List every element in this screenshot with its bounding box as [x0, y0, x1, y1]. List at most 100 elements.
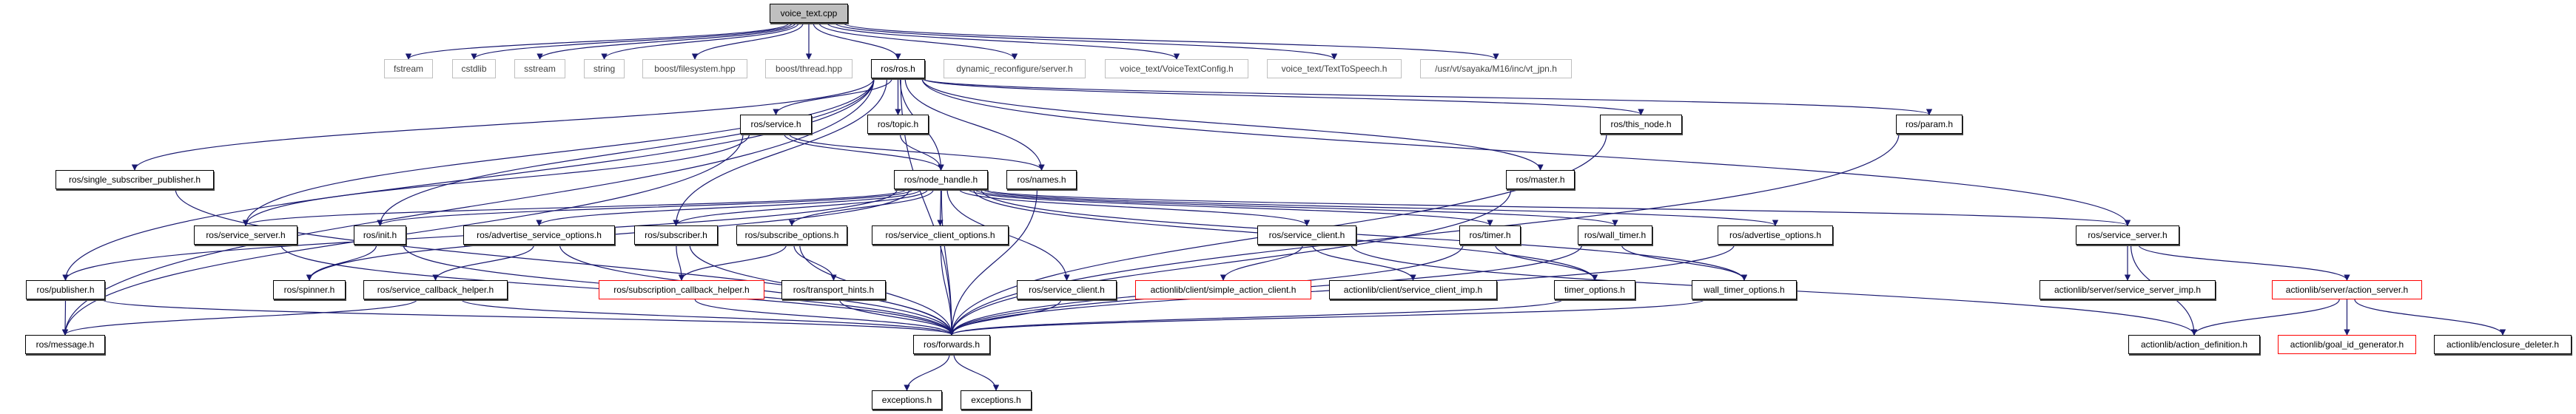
node-ssrva[interactable]: ros/service_server.h	[194, 225, 297, 245]
node-cstdlib[interactable]: cstdlib	[452, 59, 496, 78]
node-subopt[interactable]: ros/subscribe_options.h	[736, 225, 847, 245]
edge-aso-to-sch	[432, 244, 535, 281]
node-names[interactable]: ros/names.h	[1006, 170, 1077, 189]
node-sco[interactable]: ros/service_client_options.h	[872, 225, 1009, 245]
node-label: voice_text/TextToSpeech.h	[1281, 64, 1388, 74]
edge-as-to-adef	[2190, 299, 2340, 336]
edge-sub-to-subch	[676, 244, 685, 281]
node-label: ros/service_server.h	[206, 230, 286, 240]
node-sch[interactable]: ros/service_callback_helper.h	[363, 280, 508, 299]
node-topic[interactable]: ros/topic.h	[867, 115, 929, 134]
node-label: ros/advertise_service_options.h	[477, 230, 602, 240]
node-label: actionlib/goal_id_generator.h	[2290, 339, 2404, 350]
node-encl[interactable]: actionlib/enclosure_deleter.h	[2434, 335, 2572, 354]
edge-master-to-fwd	[948, 189, 1512, 336]
edge-ros-to-sub	[673, 78, 888, 226]
edge-ros-to-names	[904, 78, 1045, 171]
node-label: actionlib/enclosure_deleter.h	[2446, 339, 2560, 350]
node-vtconfig[interactable]: voice_text/VoiceTextConfig.h	[1105, 59, 1248, 78]
node-th[interactable]: ros/transport_hints.h	[781, 280, 886, 299]
node-ssp[interactable]: ros/single_subscriber_publisher.h	[56, 170, 214, 189]
node-exb[interactable]: exceptions.h	[961, 390, 1032, 410]
node-goal[interactable]: actionlib/goal_id_generator.h	[2278, 335, 2416, 354]
node-fwd[interactable]: ros/forwards.h	[913, 335, 990, 354]
edge-root-to-ros	[813, 22, 901, 60]
edge-timer-to-topt	[1494, 244, 1598, 281]
node-label: actionlib/server/action_server.h	[2285, 285, 2409, 295]
node-fstream[interactable]: fstream	[384, 59, 433, 78]
node-ssi[interactable]: actionlib/server/service_server_imp.h	[2039, 280, 2216, 299]
node-label: ros/init.h	[363, 230, 397, 240]
edge-nh-to-wtopt	[981, 189, 1748, 281]
edge-subopt-to-th	[793, 244, 837, 281]
edge-root-to-vtconfig	[827, 22, 1180, 60]
node-label: boost/thread.hpp	[775, 64, 843, 74]
edge-subopt-to-subch	[678, 244, 787, 281]
node-tts[interactable]: voice_text/TextToSpeech.h	[1267, 59, 1402, 78]
edge-param-to-fwd	[948, 133, 1900, 336]
node-label: ros/master.h	[1516, 174, 1565, 185]
edge-topic-to-nh	[899, 133, 944, 171]
node-label: actionlib/client/simple_action_client.h	[1150, 285, 1297, 295]
edge-ros-to-param	[921, 78, 1932, 115]
edge-ros-to-ssrva	[242, 78, 875, 226]
node-advopt[interactable]: ros/advertise_options.h	[1718, 225, 1833, 245]
edge-sclia-to-sac	[1220, 244, 1303, 281]
node-root[interactable]: voice_text.cpp	[770, 4, 848, 23]
edge-nh-to-advopt	[982, 189, 1778, 226]
node-sac[interactable]: actionlib/client/simple_action_client.h	[1135, 280, 1311, 299]
edge-sch-to-fwd	[460, 299, 955, 336]
node-sci[interactable]: actionlib/client/service_client_imp.h	[1329, 280, 1497, 299]
node-label: timer_options.h	[1564, 285, 1626, 295]
node-thisnode[interactable]: ros/this_node.h	[1600, 115, 1682, 134]
node-nh[interactable]: ros/node_handle.h	[894, 170, 988, 189]
node-label: string	[593, 64, 616, 74]
node-ssrvb[interactable]: ros/service_server.h	[2076, 225, 2179, 245]
node-wtopt[interactable]: wall_timer_options.h	[1692, 280, 1797, 299]
node-master[interactable]: ros/master.h	[1506, 170, 1575, 189]
node-sclia[interactable]: ros/service_client.h	[1257, 225, 1356, 245]
node-sstream[interactable]: sstream	[514, 59, 565, 78]
node-exa[interactable]: exceptions.h	[872, 390, 942, 410]
node-label: ros/service_client_options.h	[885, 230, 995, 240]
edge-wtopt-to-fwd	[949, 299, 1706, 336]
node-label: wall_timer_options.h	[1704, 285, 1785, 295]
edge-ros-to-thisnode	[921, 78, 1644, 115]
node-pub[interactable]: ros/publisher.h	[26, 280, 105, 299]
node-dynrec[interactable]: dynamic_reconfigure/server.h	[944, 59, 1086, 78]
node-label: ros/single_subscriber_publisher.h	[68, 174, 201, 185]
node-timer[interactable]: ros/timer.h	[1459, 225, 1521, 245]
node-label: ros/subscribe_options.h	[744, 230, 839, 240]
edge-ros-to-msg	[61, 78, 875, 336]
node-subch[interactable]: ros/subscription_callback_helper.h	[599, 280, 764, 299]
node-param[interactable]: ros/param.h	[1896, 115, 1963, 134]
node-wtimer[interactable]: ros/wall_timer.h	[1578, 225, 1652, 245]
node-aso[interactable]: ros/advertise_service_options.h	[463, 225, 615, 245]
node-label: ros/message.h	[36, 339, 95, 350]
node-spinner[interactable]: ros/spinner.h	[273, 280, 346, 299]
node-sclib[interactable]: ros/service_client.h	[1017, 280, 1117, 299]
node-bfs[interactable]: boost/filesystem.hpp	[642, 59, 747, 78]
node-as[interactable]: actionlib/server/action_server.h	[2272, 280, 2422, 299]
node-sub[interactable]: ros/subscriber.h	[634, 225, 718, 245]
node-ros[interactable]: ros/ros.h	[871, 59, 925, 78]
node-adef[interactable]: actionlib/action_definition.h	[2128, 335, 2260, 354]
node-label: boost/filesystem.hpp	[654, 64, 736, 74]
node-vtjpn[interactable]: /usr/vt/sayaka/M16/inc/vt_jpn.h	[1420, 59, 1572, 78]
edge-fwd-to-exa	[904, 353, 950, 391]
node-init[interactable]: ros/init.h	[354, 225, 406, 245]
node-label: ros/ros.h	[881, 64, 915, 74]
edge-nh-to-sub	[673, 189, 929, 226]
node-label: ros/names.h	[1017, 174, 1066, 185]
edge-service-to-names	[788, 133, 1045, 171]
node-topt[interactable]: timer_options.h	[1554, 280, 1635, 299]
node-bthread[interactable]: boost/thread.hpp	[765, 59, 852, 78]
node-string[interactable]: string	[584, 59, 625, 78]
node-msg[interactable]: ros/message.h	[25, 335, 105, 354]
node-label: ros/advertise_options.h	[1729, 230, 1822, 240]
edge-fwd-to-exb	[953, 353, 1000, 391]
node-label: ros/subscriber.h	[645, 230, 707, 240]
node-label: ros/transport_hints.h	[793, 285, 875, 295]
edge-sclib-to-fwd	[948, 299, 1062, 336]
node-service[interactable]: ros/service.h	[740, 115, 812, 134]
